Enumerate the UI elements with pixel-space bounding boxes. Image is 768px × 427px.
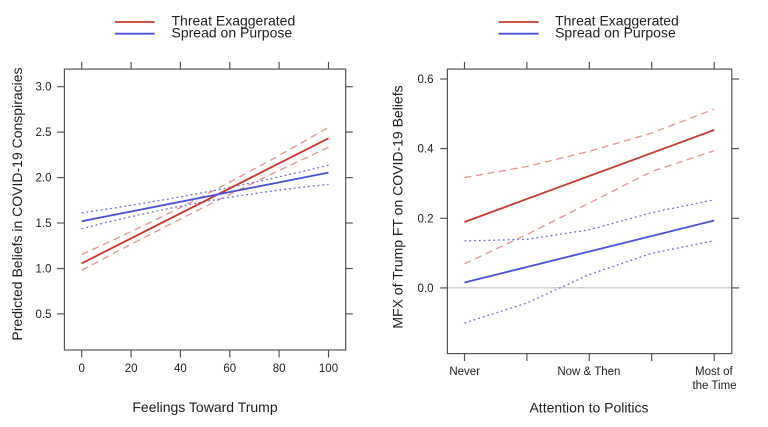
svg-text:Never: Never xyxy=(449,366,480,378)
svg-text:Attention to Politics: Attention to Politics xyxy=(529,400,648,416)
svg-text:Most of: Most of xyxy=(695,366,734,378)
svg-text:Spread on Purpose: Spread on Purpose xyxy=(172,24,293,40)
svg-text:the Time: the Time xyxy=(692,380,736,392)
svg-text:Feelings Toward Trump: Feelings Toward Trump xyxy=(132,399,277,415)
svg-text:1.5: 1.5 xyxy=(36,218,52,230)
svg-text:0.0: 0.0 xyxy=(418,283,434,295)
svg-text:0.2: 0.2 xyxy=(418,213,434,225)
svg-text:100: 100 xyxy=(319,363,338,375)
svg-text:Threat Exaggerated: Threat Exaggerated xyxy=(172,13,296,29)
svg-text:Now & Then: Now & Then xyxy=(557,366,620,378)
svg-text:2.5: 2.5 xyxy=(36,127,52,139)
svg-text:Spread on Purpose: Spread on Purpose xyxy=(555,24,676,40)
svg-text:0.4: 0.4 xyxy=(418,144,435,156)
svg-text:MFX of Trump FT on COVID-19 Be: MFX of Trump FT on COVID-19 Beliefs xyxy=(389,85,405,328)
svg-text:0.6: 0.6 xyxy=(418,74,434,86)
svg-text:60: 60 xyxy=(223,363,236,375)
svg-text:0: 0 xyxy=(78,363,84,375)
svg-text:3.0: 3.0 xyxy=(36,82,52,94)
svg-text:80: 80 xyxy=(273,363,286,375)
svg-text:0.5: 0.5 xyxy=(36,309,52,321)
svg-text:20: 20 xyxy=(125,363,138,375)
svg-text:Predicted Beliefs in COVID-19: Predicted Beliefs in COVID-19 Conspiraci… xyxy=(9,67,25,340)
svg-text:40: 40 xyxy=(174,363,187,375)
svg-text:2.0: 2.0 xyxy=(36,173,52,185)
svg-text:Threat Exaggerated: Threat Exaggerated xyxy=(555,13,679,29)
svg-text:1.0: 1.0 xyxy=(36,264,52,276)
